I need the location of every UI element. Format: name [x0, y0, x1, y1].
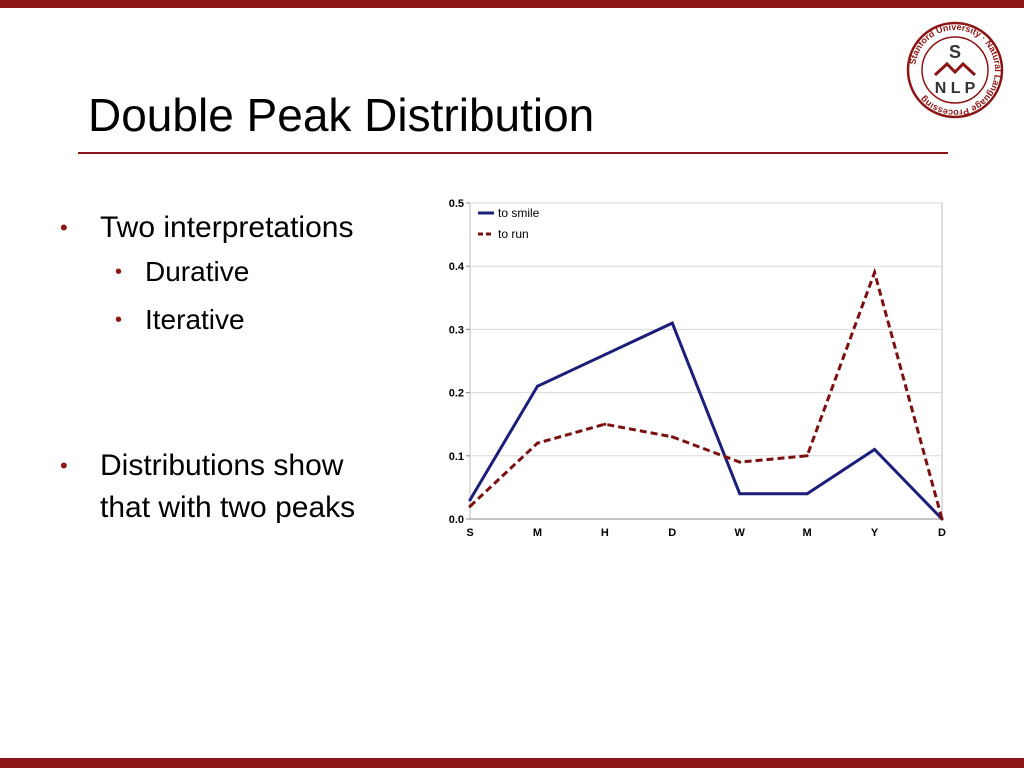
plot-area: [469, 202, 943, 520]
x-tick-label: M: [803, 527, 812, 539]
sub-bullet-item: • Durative: [115, 254, 249, 290]
y-tick-label: 0.4: [449, 261, 465, 273]
data-point: [468, 498, 472, 502]
bullet-text: that with two peaks: [100, 491, 356, 524]
data-point: [670, 321, 674, 325]
bullet-text: Iterative: [145, 304, 245, 335]
bullet-dot-icon: •: [115, 261, 123, 283]
title-divider: [78, 152, 948, 154]
y-tick-label: 0.0: [449, 514, 464, 526]
bullet-continuation: that with two peaks: [60, 488, 355, 528]
y-tick-label: 0.3: [449, 324, 464, 336]
slide-title: Double Peak Distribution: [88, 89, 595, 141]
data-point: [535, 384, 539, 388]
data-point: [738, 460, 742, 464]
svg-text:S: S: [949, 42, 961, 62]
bullet-item: • Two interpretations: [60, 208, 353, 248]
line-chart: 0.0 0.1 0.2 0.3 0.4 0.5 S M H D W M Y Dto smile to run: [449, 198, 946, 539]
data-point: [805, 492, 809, 496]
data-point: [670, 435, 674, 439]
data-point: [873, 271, 877, 275]
series-line-to-smile: [468, 321, 944, 521]
y-tick-label: 0.1: [449, 451, 464, 463]
bullet-text: Distributions show: [100, 449, 344, 482]
data-point: [940, 517, 944, 521]
data-point: [873, 447, 877, 451]
sub-bullet-item: • Iterative: [115, 302, 245, 338]
series-line-to-run: [468, 267, 944, 520]
data-point: [468, 504, 472, 508]
x-tick-label: D: [938, 527, 946, 539]
data-point: [603, 353, 607, 357]
bullet-item: • Distributions show: [60, 446, 343, 486]
x-tick-label: M: [533, 527, 542, 539]
top-accent-bar: [0, 0, 1024, 8]
data-point: [603, 422, 607, 426]
x-tick-label: Y: [871, 527, 879, 539]
y-tick-label: 0.5: [449, 198, 464, 210]
x-tick-label: D: [668, 527, 676, 539]
data-point: [805, 454, 809, 458]
bullet-dot-icon: •: [115, 309, 123, 331]
legend-label: to run: [498, 227, 529, 241]
x-tick-label: S: [466, 527, 473, 539]
x-tick-label: H: [601, 527, 609, 539]
bullet-text: Durative: [145, 256, 250, 287]
legend-label: to smile: [498, 206, 540, 220]
bullet-dot-icon: •: [60, 453, 68, 478]
bottom-accent-bar: [0, 758, 1024, 768]
bullet-text: Two interpretations: [100, 211, 354, 244]
bullet-dot-icon: •: [60, 215, 68, 240]
data-point: [738, 492, 742, 496]
data-point: [535, 441, 539, 445]
stanford-nlp-logo: Stanford University · Natural Language P…: [906, 21, 1004, 119]
y-tick-label: 0.2: [449, 388, 464, 400]
x-tick-label: W: [735, 527, 746, 539]
svg-text:N L P: N L P: [935, 80, 976, 97]
